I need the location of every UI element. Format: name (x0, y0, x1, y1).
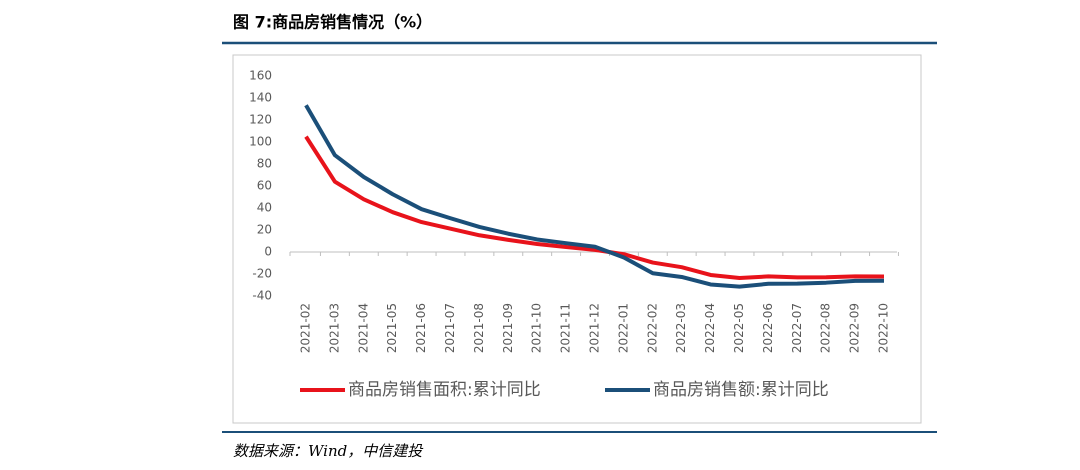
x-tick-label: 2022-10 (877, 303, 891, 353)
y-tick-label: 0 (264, 245, 272, 259)
x-tick-label: 2022-09 (848, 303, 862, 353)
x-tick-label: 2021-07 (443, 303, 457, 353)
y-tick-label: -40 (252, 289, 272, 303)
y-tick-label: 140 (249, 91, 272, 105)
y-tick-label: 20 (257, 223, 272, 237)
y-tick-label: 160 (249, 69, 272, 83)
chart-frame (232, 54, 922, 424)
x-tick-label: 2021-08 (472, 303, 486, 353)
x-tick-label: 2022-04 (703, 303, 717, 353)
y-tick-label: 40 (257, 201, 272, 215)
x-tick-label: 2022-01 (616, 303, 630, 353)
x-tick-label: 2022-07 (790, 303, 804, 353)
x-tick-label: 2021-12 (588, 303, 602, 353)
x-tick-label: 2022-05 (732, 303, 746, 353)
x-tick-label: 2021-05 (385, 303, 399, 353)
series-line (304, 135, 885, 280)
source-note: 数据来源：Wind，中信建投 (233, 442, 424, 460)
series-line (304, 104, 885, 289)
x-tick-label: 2022-02 (645, 303, 659, 353)
x-tick-label: 2021-10 (530, 303, 544, 353)
figure-title: 图 7:商品房销售情况（%） (233, 13, 432, 32)
x-tick-label: 2021-03 (327, 303, 341, 353)
x-tick-label: 2021-06 (414, 303, 428, 353)
y-tick-label: 120 (249, 113, 272, 127)
x-tick-label: 2022-08 (819, 303, 833, 353)
y-tick-label: 60 (257, 179, 272, 193)
y-tick-label: -20 (252, 267, 272, 281)
y-tick-label: 80 (257, 157, 272, 171)
x-tick-label: 2021-11 (559, 303, 573, 353)
y-tick-label: 100 (249, 135, 272, 149)
legend-label: 商品房销售额:累计同比 (653, 380, 829, 400)
x-tick-label: 2021-04 (356, 303, 370, 353)
x-tick-label: 2021-09 (501, 303, 515, 353)
x-tick-label: 2021-02 (299, 303, 313, 353)
legend-label: 商品房销售面积:累计同比 (348, 380, 541, 400)
x-tick-label: 2022-06 (761, 303, 775, 353)
x-tick-label: 2022-03 (674, 303, 688, 353)
